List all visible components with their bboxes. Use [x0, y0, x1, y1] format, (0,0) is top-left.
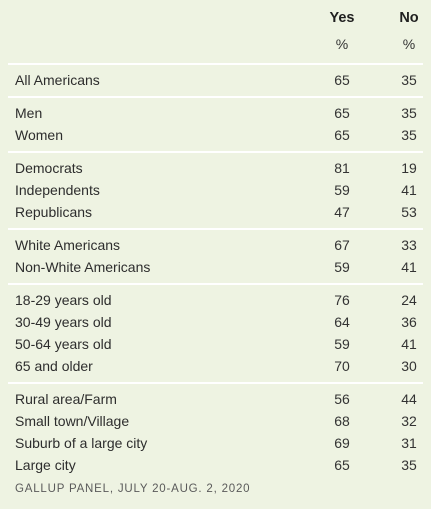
row-label: Large city	[15, 457, 76, 473]
yes-value: 56	[334, 391, 350, 407]
no-value: 33	[401, 237, 417, 253]
no-value: 24	[401, 292, 417, 308]
poll-table: Yes No % % All Americans 65 35 Men 65 35 Women…	[8, 0, 423, 473]
yes-value: 70	[334, 358, 350, 374]
table-row: 65 and older 70 30	[8, 355, 423, 377]
table-row: Non-White Americans 59 41	[8, 256, 423, 278]
table-row: Suburb of a large city 69 31	[8, 432, 423, 454]
table-body: All Americans 65 35 Men 65 35 Women 65 35 Democra…	[8, 63, 423, 481]
no-unit-label: %	[402, 36, 416, 52]
row-label: Rural area/Farm	[15, 391, 117, 407]
no-value: 32	[401, 413, 417, 429]
table-row: All Americans 65 35	[8, 69, 423, 91]
row-label: Independents	[15, 182, 100, 198]
yes-value: 81	[334, 160, 350, 176]
no-value: 19	[401, 160, 417, 176]
row-label: 65 and older	[15, 358, 93, 374]
yes-value: 65	[334, 127, 350, 143]
table-row: Independents 59 41	[8, 179, 423, 201]
no-value: 31	[401, 435, 417, 451]
row-label: Republicans	[15, 204, 93, 220]
row-group: All Americans 65 35	[8, 63, 423, 96]
row-group: Men 65 35 Women 65 35	[8, 96, 423, 151]
table-row: Men 65 35	[8, 102, 423, 124]
yes-value: 68	[334, 413, 350, 429]
column-header-row: Yes No	[8, 10, 423, 32]
table-row: Republicans 47 53	[8, 201, 423, 223]
table-row: Democrats 81 19	[8, 157, 423, 179]
no-value: 53	[401, 204, 417, 220]
yes-value: 47	[334, 204, 350, 220]
no-value: 35	[401, 105, 417, 121]
row-label: Men	[15, 105, 43, 121]
no-value: 35	[401, 72, 417, 88]
yes-value: 67	[334, 237, 350, 253]
no-value: 30	[401, 358, 417, 374]
table-row: 50-64 years old 59 41	[8, 333, 423, 355]
table-row: Women 65 35	[8, 124, 423, 146]
yes-value: 64	[334, 314, 350, 330]
no-value: 35	[401, 127, 417, 143]
row-label: Women	[15, 127, 63, 143]
yes-value: 59	[334, 336, 350, 352]
yes-value: 59	[334, 182, 350, 198]
row-group: White Americans 67 33 Non-White Americans 59…	[8, 228, 423, 283]
row-label: 18-29 years old	[15, 292, 112, 308]
no-column-header: No	[399, 10, 419, 26]
row-label: Small town/Village	[15, 413, 130, 429]
row-label: All Americans	[15, 72, 100, 88]
source-note: GALLUP PANEL, JULY 20-AUG. 2, 2020	[15, 483, 251, 495]
yes-value: 65	[334, 457, 350, 473]
no-value: 44	[401, 391, 417, 407]
row-label: 50-64 years old	[15, 336, 112, 352]
no-value: 41	[401, 259, 417, 275]
table-row: Small town/Village 68 32	[8, 410, 423, 432]
no-value: 41	[401, 336, 417, 352]
yes-value: 69	[334, 435, 350, 451]
table-row: 18-29 years old 76 24	[8, 289, 423, 311]
no-value: 41	[401, 182, 417, 198]
row-label: Democrats	[15, 160, 83, 176]
row-label: Suburb of a large city	[15, 435, 148, 451]
table-row: Rural area/Farm 56 44	[8, 388, 423, 410]
unit-header-row: % %	[8, 36, 423, 58]
no-value: 35	[401, 457, 417, 473]
table-row: White Americans 67 33	[8, 234, 423, 256]
no-value: 36	[401, 314, 417, 330]
table-row: Large city 65 35	[8, 454, 423, 476]
row-label: White Americans	[15, 237, 121, 253]
yes-value: 76	[334, 292, 350, 308]
table-row: 30-49 years old 64 36	[8, 311, 423, 333]
yes-unit-label: %	[335, 36, 349, 52]
yes-value: 65	[334, 105, 350, 121]
yes-column-header: Yes	[329, 10, 355, 26]
row-label: 30-49 years old	[15, 314, 112, 330]
row-group: Rural area/Farm 56 44 Small town/Village 68 3…	[8, 382, 423, 481]
row-group: 18-29 years old 76 24 30-49 years old 64 36 50…	[8, 283, 423, 382]
yes-value: 65	[334, 72, 350, 88]
row-label: Non-White Americans	[15, 259, 151, 275]
yes-value: 59	[334, 259, 350, 275]
row-group: Democrats 81 19 Independents 59 41 Republicans…	[8, 151, 423, 228]
